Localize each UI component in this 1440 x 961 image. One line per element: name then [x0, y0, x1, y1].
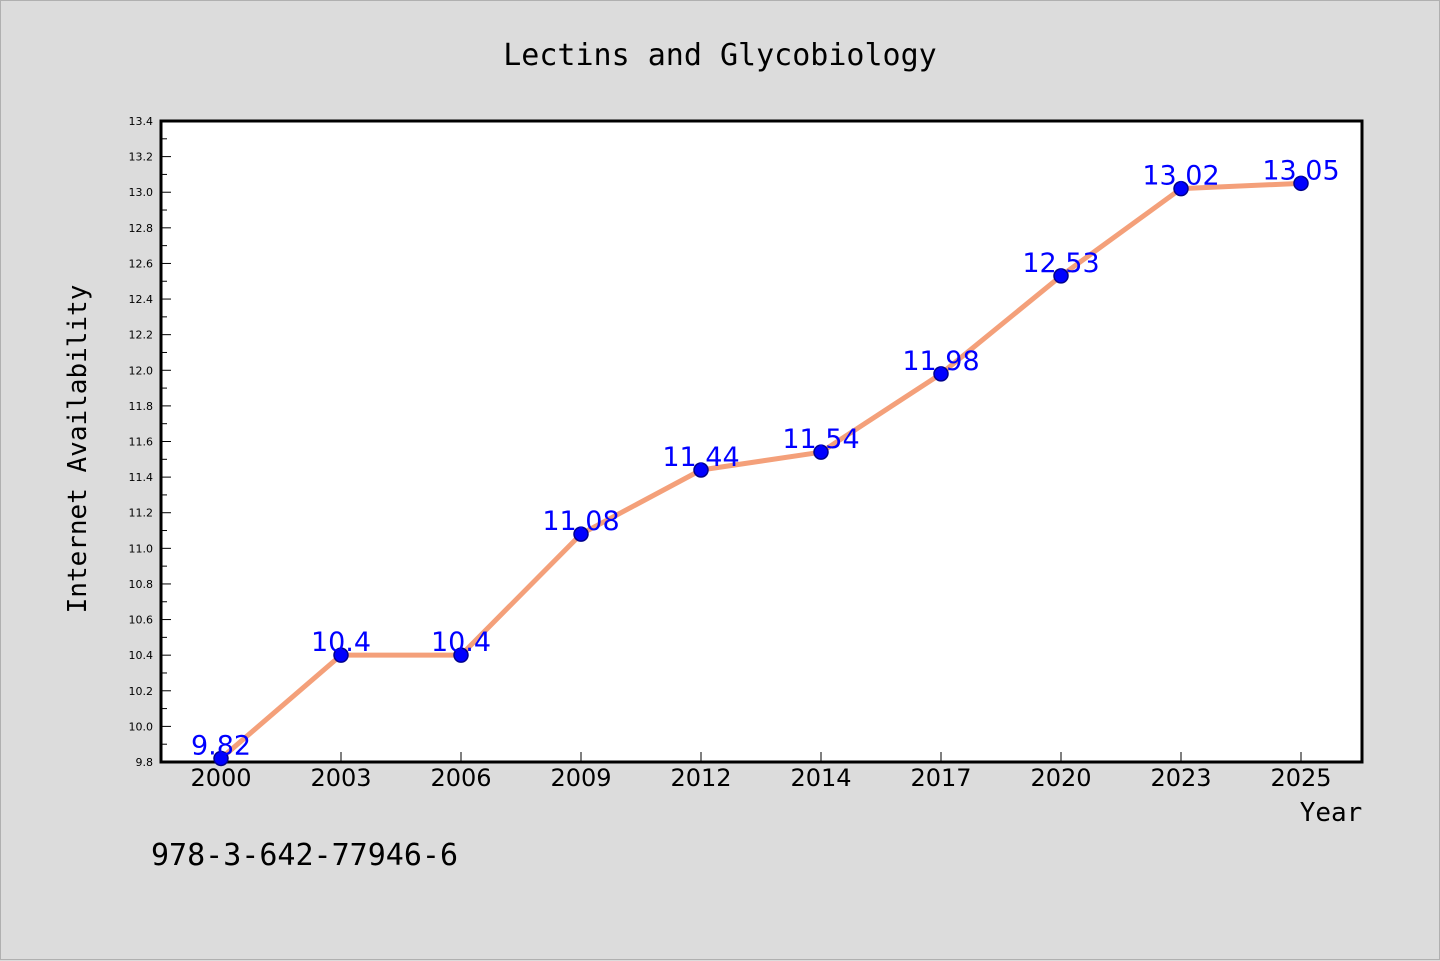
data-point — [693, 462, 709, 478]
y-tick-label: 13.0 — [129, 186, 154, 199]
plot-area — [159, 119, 1364, 764]
data-label: 13.02 — [1142, 161, 1219, 192]
y-tick-label: 10.8 — [129, 578, 154, 591]
y-tick-label: 11.0 — [129, 542, 154, 555]
y-tick-label: 10.4 — [129, 649, 154, 662]
x-tick-label: 2020 — [1030, 764, 1091, 792]
data-point — [1173, 180, 1189, 197]
y-tick-label: 10.6 — [129, 614, 154, 627]
x-tick-label: 2003 — [310, 764, 371, 792]
data-point — [1293, 175, 1309, 192]
x-tick-label: 2014 — [790, 764, 851, 792]
data-label: 9.82 — [191, 730, 251, 761]
y-tick-label: 12.2 — [129, 329, 154, 342]
chart-title: Lectins and Glycobiology — [503, 38, 936, 73]
data-point — [573, 526, 589, 542]
y-tick-label: 12.6 — [129, 257, 154, 270]
y-tick-label: 12.4 — [129, 293, 154, 306]
data-label: 13.05 — [1262, 155, 1339, 186]
data-labels: 9.82 10.4 10.4 11.08 11.44 11.54 11.98 12.53 13.… — [191, 155, 1340, 761]
y-tick-label: 11.2 — [129, 507, 154, 520]
series-markers — [213, 175, 1309, 767]
y-tick-label: 12.8 — [129, 222, 154, 235]
x-axis-label: Year — [1300, 798, 1363, 828]
y-tick-label: 11.6 — [129, 436, 154, 449]
y-tick-label: 12.0 — [129, 364, 154, 377]
data-point — [1053, 268, 1069, 284]
y-tick-label: 10.2 — [129, 685, 154, 698]
data-label: 11.98 — [902, 346, 979, 377]
x-tick-label: 2017 — [910, 764, 971, 792]
y-tick-label: 13.4 — [129, 115, 154, 128]
data-point — [333, 647, 349, 663]
y-tick-label: 10.0 — [129, 720, 154, 733]
data-label: 11.08 — [542, 506, 619, 537]
data-label: 10.4 — [311, 627, 371, 658]
data-point — [813, 444, 829, 460]
x-tick-label: 2006 — [430, 764, 491, 792]
data-point — [453, 647, 469, 663]
y-tick-label: 9.8 — [136, 756, 154, 769]
x-tick-label: 2012 — [670, 764, 731, 792]
footer-isbn: 978-3-642-77946-6 — [151, 838, 458, 873]
y-tick-label: 13.2 — [129, 151, 154, 164]
series-line — [218, 180, 1304, 761]
y-tick-label: 11.4 — [129, 471, 154, 484]
y-axis: 9.8 10.0 10.2 10.4 10.6 10.8 11.0 11.2 11.4 11.6 1… — [129, 115, 171, 769]
data-point — [213, 750, 229, 767]
y-axis-label: Internet Availability — [63, 285, 93, 614]
data-label: 12.53 — [1022, 248, 1099, 279]
x-axis: 2000 2003 2006 2009 2012 2014 2017 2020 2023 2025 — [190, 752, 1332, 792]
x-tick-label: 2009 — [550, 764, 611, 792]
data-label: 11.44 — [662, 442, 739, 473]
x-tick-label: 2023 — [1150, 764, 1211, 792]
x-tick-label: 2000 — [190, 764, 251, 792]
y-tick-label: 11.8 — [129, 400, 154, 413]
data-point — [933, 366, 949, 382]
data-label: 10.4 — [431, 627, 491, 658]
data-label: 11.54 — [782, 424, 859, 455]
x-tick-label: 2025 — [1270, 764, 1331, 792]
